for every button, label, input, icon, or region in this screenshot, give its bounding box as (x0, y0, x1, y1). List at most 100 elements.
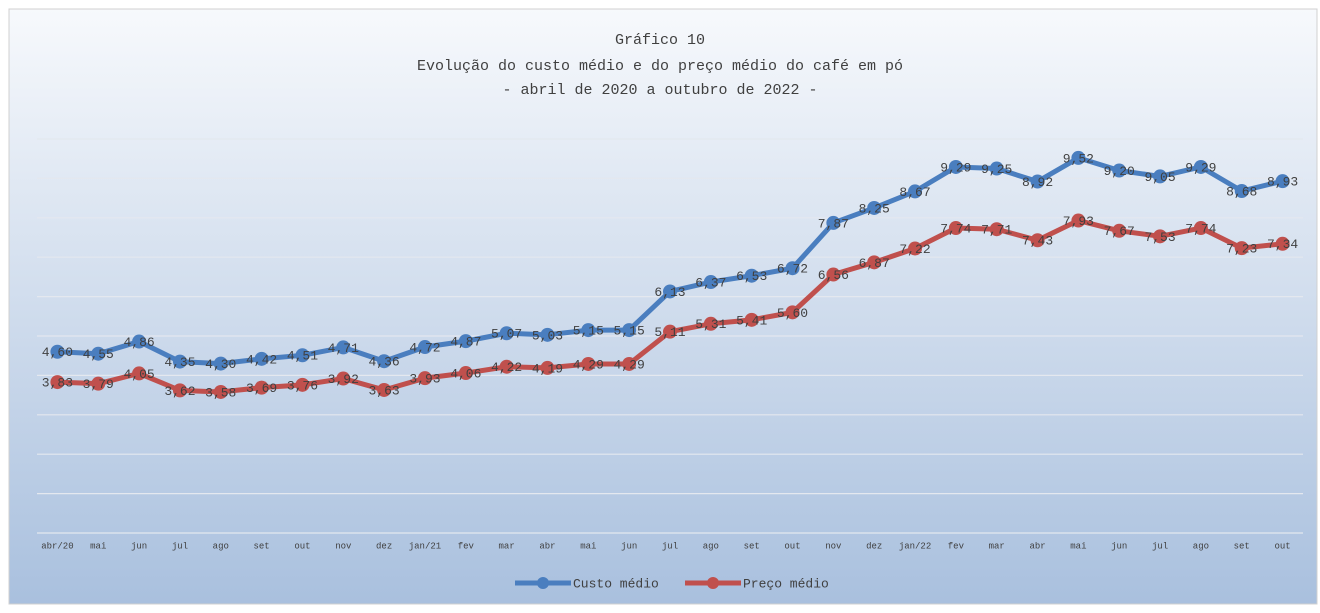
point (377, 382, 392, 397)
data-label: 4,42 (246, 352, 277, 367)
x-tick-label: ago (1193, 541, 1209, 551)
x-tick-label: set (254, 541, 270, 551)
point (663, 284, 677, 299)
point (622, 356, 637, 371)
data-label: 7,93 (1063, 214, 1094, 229)
point (1193, 159, 1208, 174)
point (867, 255, 882, 270)
point (213, 384, 228, 399)
data-label: 3,76 (287, 378, 318, 393)
point (1071, 213, 1086, 228)
x-tick-label: jan/21 (409, 541, 441, 551)
data-label: 7,22 (899, 242, 930, 257)
point (744, 312, 759, 327)
data-label: 6,13 (654, 285, 685, 300)
point (1153, 169, 1168, 184)
point (50, 344, 65, 359)
data-label: 5,31 (695, 317, 726, 332)
point (1193, 221, 1208, 236)
legend-label: Preço médio (743, 576, 829, 591)
data-label: 8,25 (859, 201, 890, 216)
point (295, 377, 310, 392)
data-label: 6,56 (818, 268, 849, 283)
x-tick-label: mai (580, 541, 596, 551)
point (540, 327, 555, 342)
data-label: 7,71 (981, 223, 1012, 238)
data-label: 5,07 (491, 327, 522, 342)
chart-title: Gráfico 10 (615, 32, 705, 49)
legend-marker (707, 577, 719, 589)
data-label: 8,68 (1226, 184, 1257, 199)
data-label: 3,79 (83, 377, 114, 392)
data-label: 5,11 (654, 325, 685, 340)
data-label: 3,83 (42, 376, 73, 391)
x-tick-label: out (294, 541, 310, 551)
point (1030, 174, 1045, 189)
point (417, 371, 432, 386)
x-tick-label: abr/20 (41, 541, 73, 551)
point (908, 184, 923, 199)
x-tick-label: jul (172, 541, 188, 551)
x-tick-label: dez (376, 541, 392, 551)
data-label: 3,69 (246, 381, 277, 396)
x-tick-label: jan/22 (899, 541, 931, 551)
point (1153, 229, 1168, 244)
x-tick-label: nov (335, 541, 352, 551)
data-label: 7,87 (818, 216, 849, 231)
x-tick-label: mar (499, 541, 515, 551)
x-tick-label: set (1234, 541, 1250, 551)
point (172, 354, 187, 369)
x-tick-label: abr (1029, 541, 1045, 551)
data-label: 5,15 (614, 324, 645, 339)
x-tick-label: ago (703, 541, 719, 551)
x-tick-label: abr (539, 541, 555, 551)
point (1275, 236, 1290, 251)
data-label: 4,35 (164, 355, 195, 370)
point (663, 324, 677, 339)
point (172, 383, 187, 398)
point (336, 340, 351, 355)
data-label: 6,37 (695, 275, 726, 290)
point (867, 200, 882, 215)
point (1234, 241, 1249, 256)
point (581, 323, 596, 338)
data-label: 5,15 (573, 324, 604, 339)
data-label: 5,41 (736, 313, 767, 328)
point (989, 161, 1004, 176)
point (499, 359, 514, 374)
data-label: 4,29 (614, 357, 645, 372)
data-label: 7,74 (940, 221, 971, 236)
point (1030, 233, 1045, 248)
data-label: 4,87 (450, 335, 481, 350)
point (132, 366, 147, 381)
point (703, 316, 718, 331)
data-label: 9,52 (1063, 151, 1094, 166)
x-tick-label: nov (825, 541, 842, 551)
data-label: 4,55 (83, 347, 114, 362)
data-label: 9,29 (1185, 160, 1216, 175)
x-tick-label: ago (213, 541, 229, 551)
data-label: 4,86 (123, 335, 154, 350)
point (703, 275, 718, 290)
data-label: 3,93 (409, 372, 440, 387)
x-tick-label: fev (948, 541, 965, 551)
point (1234, 184, 1249, 199)
data-label: 7,74 (1185, 221, 1216, 236)
data-label: 9,05 (1144, 170, 1175, 185)
data-label: 7,67 (1104, 224, 1135, 239)
data-label: 7,43 (1022, 234, 1053, 249)
data-label: 6,53 (736, 269, 767, 284)
data-label: 7,53 (1144, 230, 1175, 245)
x-tick-label: jun (621, 541, 637, 551)
point (417, 340, 432, 355)
x-tick-label: mai (90, 541, 106, 551)
point (336, 371, 351, 386)
point (948, 221, 963, 236)
data-label: 3,63 (369, 383, 400, 398)
x-tick-label: dez (866, 541, 882, 551)
data-label: 3,92 (328, 372, 359, 387)
x-tick-label: out (1274, 541, 1290, 551)
data-label: 9,29 (940, 160, 971, 175)
point (908, 241, 923, 256)
